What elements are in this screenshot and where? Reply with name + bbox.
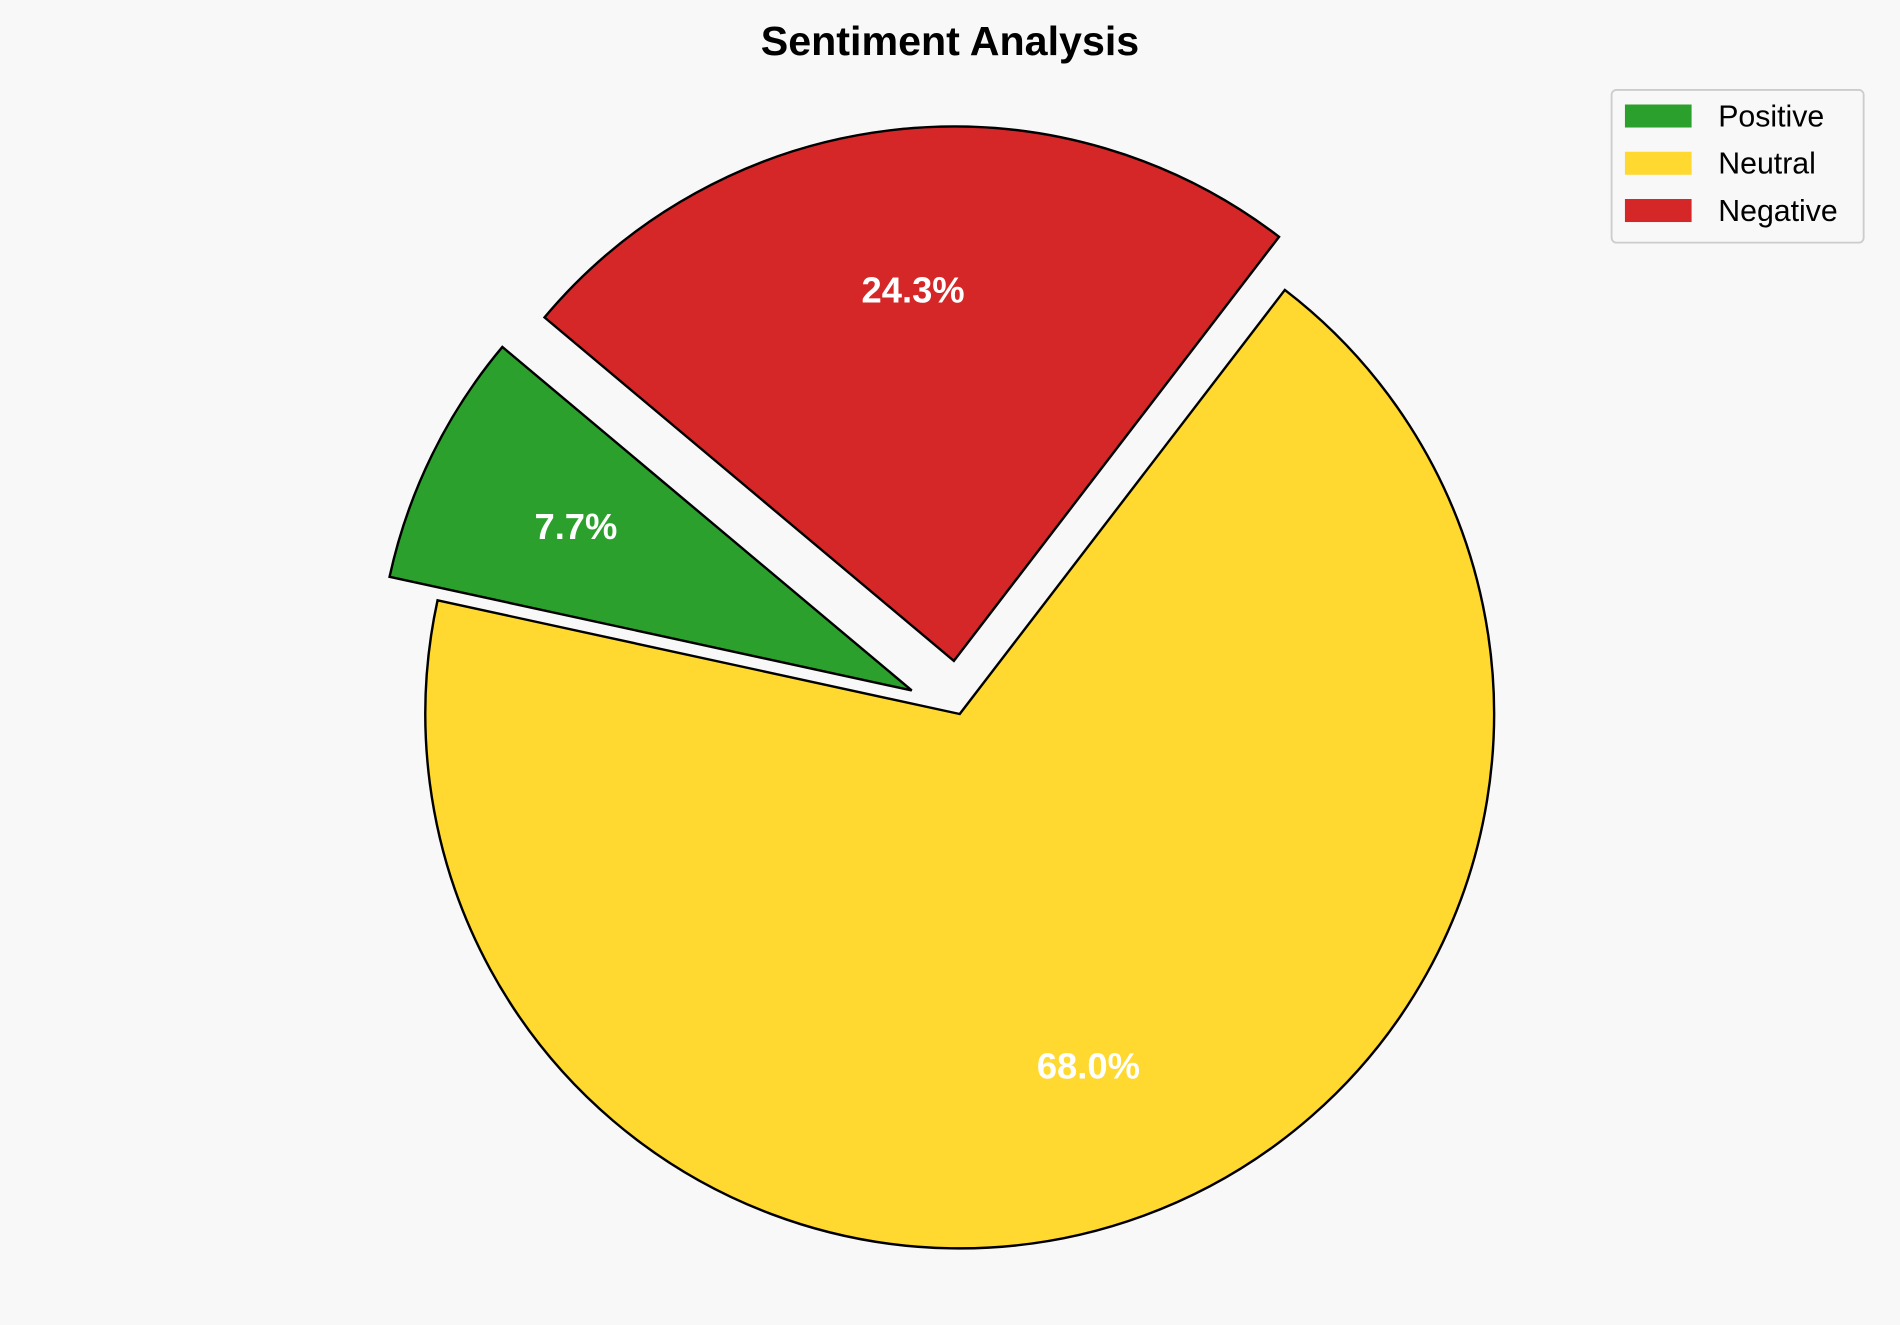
legend-label-neutral: Neutral	[1718, 148, 1816, 181]
legend-swatch-neutral	[1624, 151, 1692, 175]
slice-label-neutral: 68.0%	[1037, 1046, 1140, 1087]
legend-label-positive: Positive	[1718, 100, 1824, 133]
pie-slice-positive	[388, 345, 913, 692]
slice-label-negative: 24.3%	[862, 269, 965, 310]
pie-labels: 7.7% 68.0% 24.3%	[534, 269, 1139, 1086]
pie-slice-neutral	[424, 288, 1496, 1250]
legend-label-negative: Negative	[1718, 195, 1838, 228]
legend-swatch-positive	[1624, 104, 1692, 128]
legend: Positive Neutral Negative	[1610, 89, 1865, 244]
pie-slice-negative	[542, 125, 1281, 663]
pie-slices	[388, 125, 1496, 1250]
slice-label-positive: 7.7%	[534, 506, 617, 547]
chart-title: Sentiment Analysis	[761, 18, 1139, 64]
legend-swatch-negative	[1624, 199, 1692, 223]
